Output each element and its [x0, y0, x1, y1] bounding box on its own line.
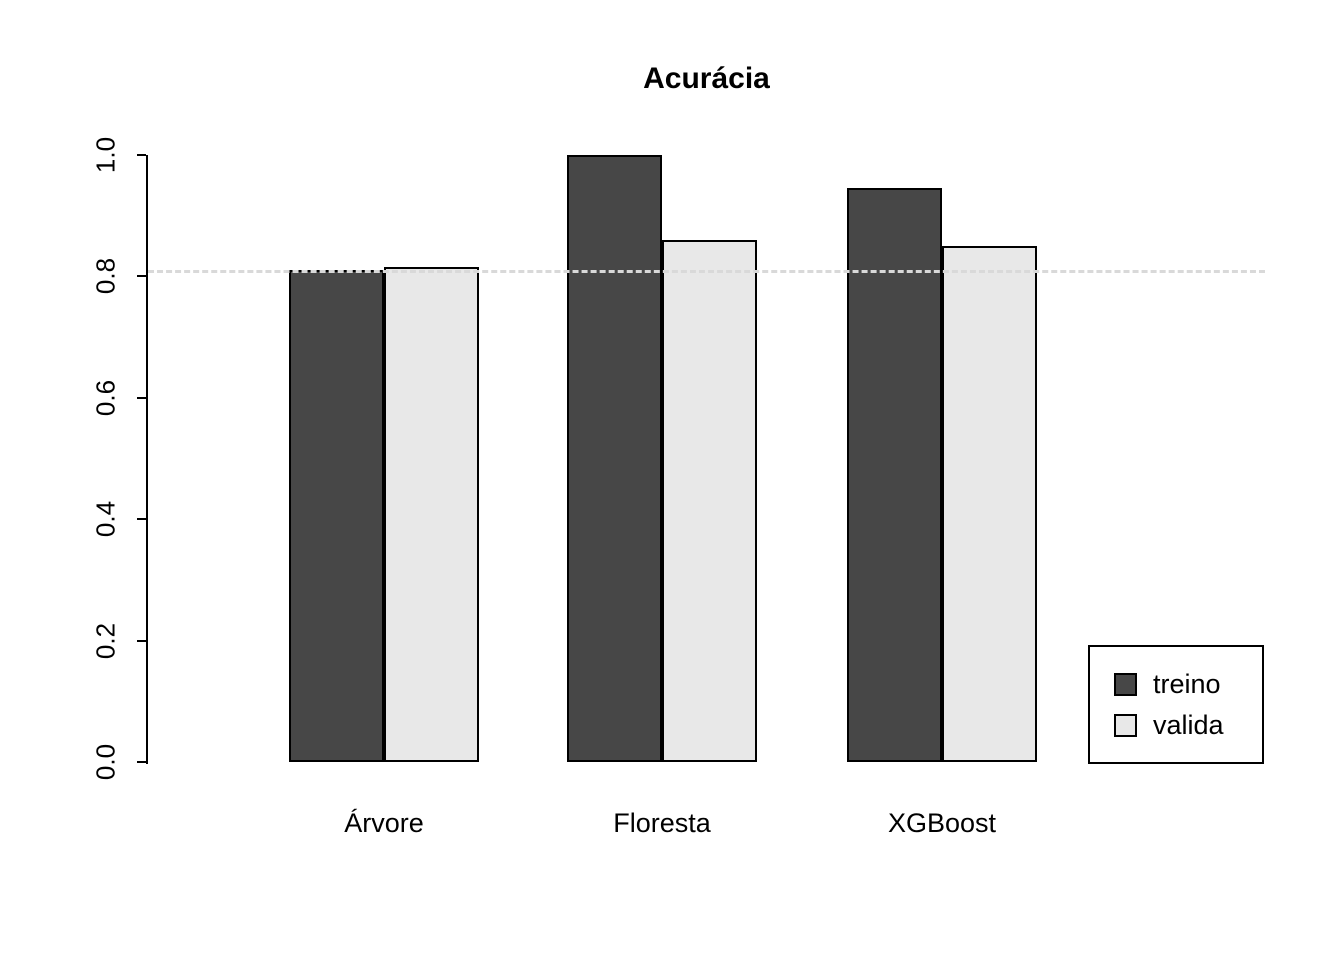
y-tick-label-1.0: 1.0: [90, 136, 121, 174]
legend-swatch-valida: [1114, 713, 1137, 737]
legend-label-valida: valida: [1153, 709, 1224, 740]
y-tick-1.0: [137, 154, 146, 156]
y-tick-label-0.2: 0.2: [90, 622, 121, 660]
x-label-floresta: Floresta: [613, 808, 711, 838]
y-tick-label-0.4: 0.4: [90, 500, 121, 538]
chart-title: Acurácia: [643, 62, 770, 95]
y-tick-0.8: [137, 275, 146, 277]
plot-area: [148, 155, 1265, 762]
y-tick-label-0.0: 0.0: [90, 743, 121, 781]
bar-treino-árvore: [289, 270, 384, 762]
reference-line: [148, 270, 1265, 273]
y-tick-0.0: [137, 761, 146, 763]
y-axis: [146, 155, 148, 764]
y-tick-0.2: [137, 640, 146, 642]
bar-valida-floresta: [662, 240, 757, 762]
y-tick-0.4: [137, 518, 146, 520]
y-tick-label-0.8: 0.8: [90, 257, 121, 295]
legend: treino valida: [1088, 645, 1264, 764]
bar-valida-árvore: [384, 267, 479, 762]
x-label-xgboost: XGBoost: [887, 808, 997, 838]
y-tick-0.6: [137, 397, 146, 399]
x-label-árvore: Árvore: [344, 808, 424, 838]
bar-treino-xgboost: [847, 188, 942, 762]
legend-entry-treino: treino: [1114, 668, 1262, 699]
bar-treino-floresta: [567, 155, 662, 762]
y-tick-label-0.6: 0.6: [90, 379, 121, 417]
legend-label-treino: treino: [1153, 668, 1221, 699]
bar-valida-xgboost: [942, 246, 1037, 762]
legend-swatch-treino: [1114, 672, 1137, 696]
legend-entry-valida: valida: [1114, 709, 1262, 740]
